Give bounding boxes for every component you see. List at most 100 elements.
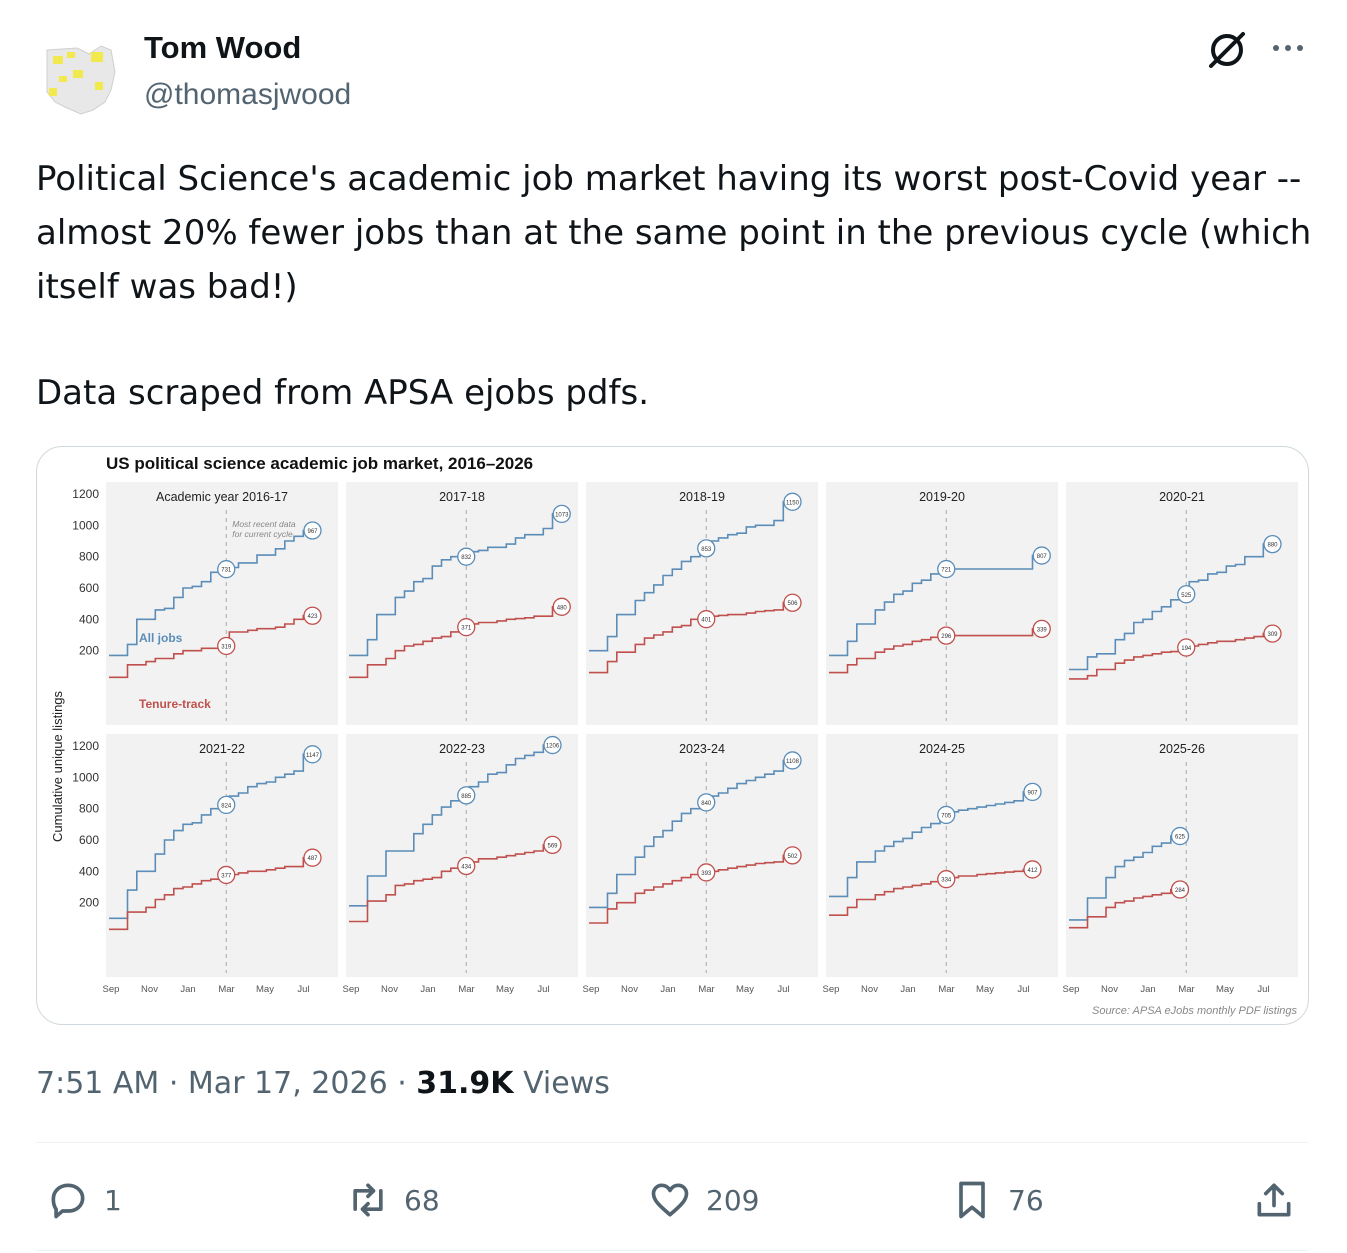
y-tick-label: 800 [79,550,99,564]
all-jobs-value-label: 824 [221,803,232,809]
all-jobs-value-label: 1206 [546,744,560,750]
tenure-track-value-label: 319 [221,644,232,650]
panel-title: 2019-20 [919,490,965,504]
all-jobs-line [589,501,793,652]
tenure-track-line [109,856,313,931]
tenure-track-value-label: 339 [1037,627,1048,633]
x-tick-label: Jul [1257,984,1269,995]
repost-button[interactable]: 68 [346,1174,440,1226]
all-jobs-marker [543,735,562,755]
chart-panel [1066,482,1298,725]
reply-icon [51,1183,85,1219]
tenure-track-line [1069,888,1180,929]
tweet-text-paragraph: Political Science's academic job market … [36,159,1323,307]
all-jobs-marker [783,492,802,511]
tenure-track-value-label: 423 [307,614,318,620]
all-jobs-value-label: 807 [1037,554,1048,560]
more-dots-icon[interactable] [1270,36,1306,60]
x-tick-label: Nov [141,984,158,995]
tenure-track-marker [1023,860,1042,879]
tweet-time[interactable]: 7:51 AM [36,1066,160,1101]
chart-panel [346,482,578,725]
tweet-meta: 7:51 AM · Mar 17, 2026 · 31.9K Views [36,1066,610,1101]
like-button[interactable]: 209 [648,1174,759,1226]
y-axis-label: Cumulative unique listings [50,690,65,842]
x-tick-label: Mar [698,984,714,995]
tenure-track-value-label: 377 [221,873,232,879]
tenure-track-marker [937,626,956,645]
x-tick-label: Sep [103,984,120,995]
share-button[interactable] [1252,1174,1296,1226]
panel-title: 2020-21 [1159,490,1205,504]
views-label: Views [513,1066,610,1101]
all-jobs-line [109,529,313,657]
divider [36,1142,1308,1143]
all-jobs-line [829,791,1033,898]
y-tick-label: 1000 [72,518,99,532]
tenure-track-line [349,844,553,923]
x-tick-label: Jul [777,984,789,995]
heart-icon [651,1183,689,1217]
chart-title: US political science academic job market… [106,454,533,473]
y-tick-label: 1200 [72,739,99,753]
x-tick-label: Jul [537,984,549,995]
all-jobs-value-label: 840 [701,801,712,807]
tweet-date[interactable]: Mar 17, 2026 [187,1066,388,1101]
y-tick-label: 800 [79,802,99,816]
tenure-track-value-label: 412 [1027,868,1038,874]
grok-icon[interactable] [1205,30,1249,70]
all-jobs-marker [1263,534,1282,554]
annotation-text: for current cycle [232,529,293,539]
chart-panel [106,734,338,977]
all-jobs-marker [697,793,716,812]
all-jobs-marker [1177,585,1196,604]
author-name[interactable]: Tom Wood [144,30,302,65]
annotation-text: Most recent data [232,519,296,529]
panel-title: Academic year 2016-17 [156,490,288,504]
x-tick-label: Sep [823,984,840,995]
views-count: 31.9K [416,1066,514,1101]
x-tick-label: Jan [420,984,435,995]
y-tick-label: 200 [79,644,99,658]
share-icon [1257,1183,1291,1217]
all-jobs-marker [1032,546,1051,565]
bookmark-button[interactable]: 76 [950,1174,1044,1226]
chart-panel [106,482,338,725]
panel-title: 2023-24 [679,742,725,756]
all-jobs-value-label: 832 [461,555,472,561]
tenure-track-line [829,628,1042,674]
reply-button[interactable]: 1 [46,1174,122,1226]
tenure-track-marker [1032,619,1051,639]
avatar[interactable] [37,32,125,120]
all-jobs-value-label: 721 [941,568,952,574]
reply-count: 1 [104,1183,122,1217]
x-tick-label: Nov [1101,984,1118,995]
tenure-track-value-label: 393 [701,871,712,877]
retweet-icon [353,1183,383,1217]
tenure-track-value-label: 487 [307,856,318,862]
all-jobs-marker [937,559,956,579]
tenure-track-marker [783,846,802,865]
chart-panel [586,482,818,725]
tweet-media-image[interactable]: US political science academic job market… [36,446,1309,1025]
x-tick-label: Sep [343,984,360,995]
author-handle[interactable]: @thomasjwood [144,78,352,111]
tenure-track-value-label: 334 [941,878,952,884]
tenure-track-value-label: 309 [1267,632,1278,638]
y-tick-label: 1000 [72,770,99,784]
tenure-track-line [349,606,562,679]
x-tick-label: Nov [381,984,398,995]
chart-panel [826,482,1058,725]
all-jobs-value-label: 1108 [786,759,800,765]
tenure-track-marker [783,593,802,612]
panel-title: 2017-18 [439,490,485,504]
tenure-track-marker [303,606,322,625]
tenure-track-line [1069,632,1273,680]
tenure-track-value-label: 284 [1175,888,1186,894]
y-tick-label: 400 [79,612,99,626]
y-tick-label: 1200 [72,487,99,501]
tenure-track-marker [303,848,322,867]
meta-separator: · [387,1066,417,1101]
y-tick-label: 600 [79,581,99,595]
x-tick-label: Mar [218,984,234,995]
